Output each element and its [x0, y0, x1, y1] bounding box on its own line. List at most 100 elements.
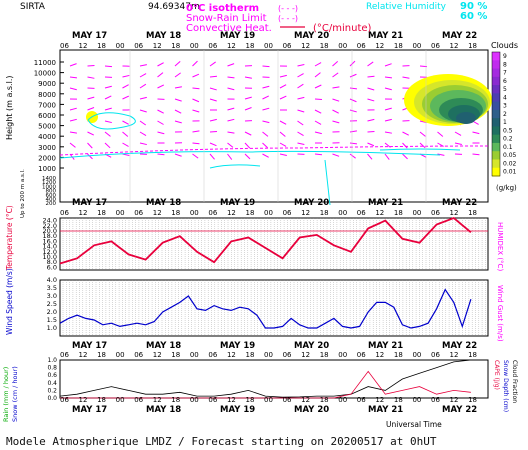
hour-label: 18 [246, 351, 255, 359]
rh-contour [87, 112, 136, 130]
hour-label: 06 [208, 42, 217, 50]
wind-barb [104, 120, 112, 124]
hour-label: 00 [116, 396, 125, 404]
colorbar-tick: 3 [503, 103, 507, 110]
hour-label: 18 [394, 209, 403, 217]
wind-barb [157, 120, 164, 125]
y-tick-label: 16.0 [43, 237, 57, 245]
colorbar-swatch [492, 126, 500, 136]
wind-barb [87, 107, 95, 111]
hour-label: 06 [208, 209, 217, 217]
wind-barb [367, 87, 375, 91]
clouds-panel [59, 49, 489, 203]
temperature-ylabel: Temperature (°C) [5, 205, 14, 271]
wind-barb [69, 118, 77, 122]
y-tick-label: 1.0 [47, 357, 57, 364]
y-tick-label: 1200 [42, 180, 56, 186]
colorbar-tick: 9 [503, 53, 507, 60]
legend-rh-90: 90 % [460, 1, 487, 12]
wind-barb [349, 87, 358, 90]
colorbar-tick: 8 [503, 61, 507, 68]
wind-barb [227, 87, 235, 91]
hour-label: 12 [375, 396, 384, 404]
wind-barb [209, 142, 217, 147]
day-label: MAY 19 [220, 198, 255, 208]
rh-contour [324, 159, 331, 206]
hour-label: 18 [246, 209, 255, 217]
day-label: MAY 20 [294, 198, 329, 208]
wind-barb [314, 120, 322, 125]
wind-barb [192, 153, 199, 159]
day-label: MAY 19 [220, 31, 255, 41]
colorbar-tick: 6 [503, 78, 507, 85]
wind-barb [384, 142, 391, 148]
colorbar-tick: 5 [503, 86, 507, 93]
hour-label: 12 [227, 351, 236, 359]
hour-label: 18 [97, 396, 106, 404]
wind-barb [367, 130, 375, 133]
hour-label: 12 [375, 42, 384, 50]
wind-barb [384, 63, 392, 67]
wind-barb [227, 153, 233, 160]
wind-barb [122, 153, 130, 156]
hour-label: 12 [301, 209, 310, 217]
day-label: MAY 20 [294, 341, 329, 351]
hour-label: 00 [190, 209, 199, 217]
hour-label: 00 [412, 42, 421, 50]
hour-label: 06 [431, 209, 440, 217]
y-tick-label: 14.0 [43, 243, 57, 251]
wind-barb [227, 76, 235, 79]
y-tick-label: 5000 [38, 123, 56, 131]
y-tick-label: 2.0 [47, 308, 57, 316]
wind-barb [209, 98, 217, 102]
wind-barb [209, 75, 218, 78]
wind-barb [139, 83, 147, 89]
wind-barb [472, 131, 480, 135]
legend-convective: Convective Heat. [186, 23, 272, 34]
wind-barb [349, 153, 356, 159]
wind-barb [122, 131, 129, 137]
wind-barb [227, 131, 235, 134]
wind-barb [244, 153, 251, 160]
wind-barb [297, 120, 304, 126]
day-label: MAY 18 [146, 405, 181, 415]
humidex-label: HUMIDEX (°C) [496, 222, 504, 271]
rain-line [59, 359, 471, 398]
hour-label: 18 [394, 351, 403, 359]
wind-barb [192, 73, 200, 78]
hour-label: 12 [153, 396, 162, 404]
hour-label: 00 [116, 42, 125, 50]
hour-label: 12 [79, 42, 88, 50]
wind-barb [192, 60, 198, 67]
hour-label: 18 [171, 396, 180, 404]
wind-barb [349, 109, 357, 113]
cloud-fraction-label: Cloud Fraction [511, 360, 518, 403]
hour-label: 18 [394, 42, 403, 50]
wind-barb [69, 76, 78, 79]
hour-label: 12 [227, 209, 236, 217]
y-tick-label: 24.0 [43, 217, 57, 225]
gust-label: Wind Gust (m/s) [496, 285, 504, 342]
hour-label: 06 [134, 42, 143, 50]
rh-contours [59, 112, 461, 206]
wind-barb [402, 131, 409, 136]
wind-barb [332, 109, 339, 114]
wind-barb [122, 120, 129, 125]
hour-label: 06 [357, 396, 366, 404]
wind-barb [402, 76, 410, 79]
y-tick-label: 0.2 [47, 387, 57, 394]
wind-barb [419, 142, 426, 149]
colorbar-tick: 0.01 [503, 169, 517, 176]
colorbar-tick: 0.1 [503, 144, 513, 151]
y-tick-label: 6000 [38, 112, 56, 120]
wind-barb [437, 131, 444, 137]
wind-barb [367, 142, 375, 147]
hour-label: 06 [431, 42, 440, 50]
wind-barb [279, 74, 287, 78]
hour-label: 00 [412, 209, 421, 217]
wind-barb [384, 107, 392, 111]
wind-barb [174, 120, 182, 124]
day-label: MAY 18 [146, 31, 181, 41]
legend-isotherm: 0°C isotherm [186, 3, 259, 14]
